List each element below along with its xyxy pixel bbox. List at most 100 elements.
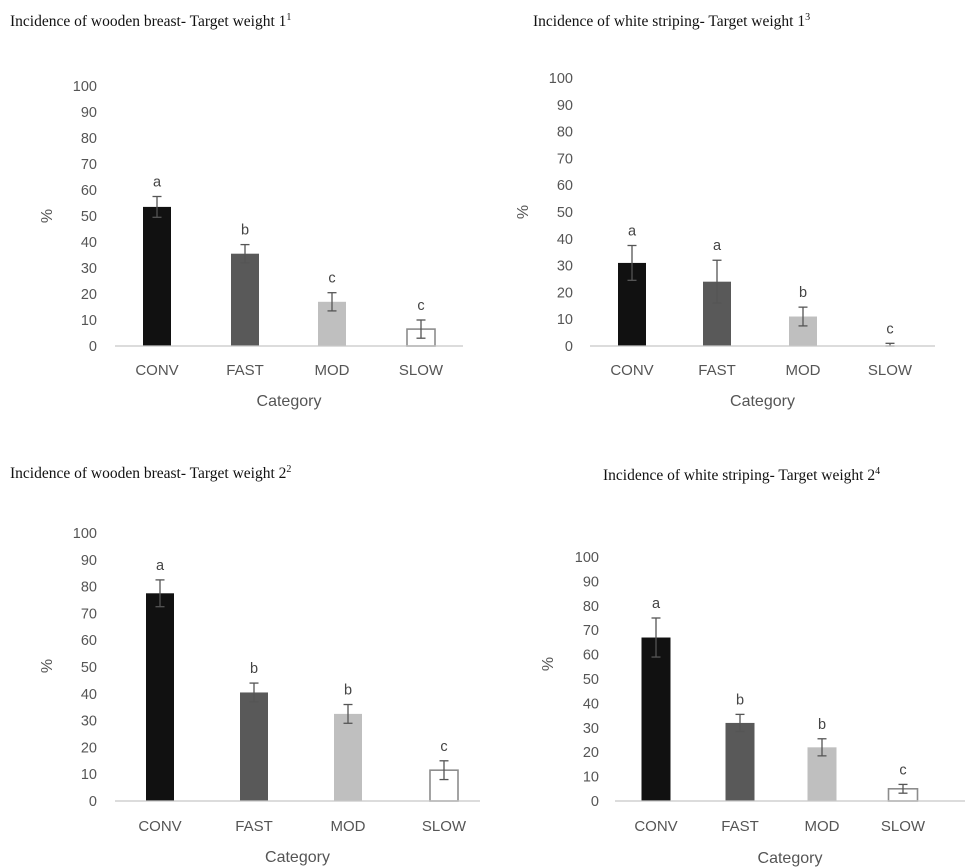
y-tick-label: 70 bbox=[81, 606, 97, 622]
y-tick-label: 60 bbox=[557, 178, 573, 194]
significance-letter: a bbox=[713, 238, 722, 254]
x-tick-label: SLOW bbox=[881, 818, 926, 835]
significance-letter: c bbox=[886, 321, 893, 337]
x-tick-label: CONV bbox=[634, 818, 677, 835]
bar-conv bbox=[143, 206, 171, 346]
significance-letter: c bbox=[417, 298, 424, 314]
y-tick-label: 20 bbox=[557, 285, 573, 301]
y-axis-label: % bbox=[39, 659, 56, 673]
error-bar-slow bbox=[439, 760, 449, 781]
error-bar-conv bbox=[155, 579, 165, 608]
y-tick-label: 80 bbox=[81, 580, 97, 596]
title-footnote-superscript: 4 bbox=[875, 466, 880, 477]
x-tick-label: FAST bbox=[721, 818, 759, 835]
bar-conv bbox=[641, 637, 671, 801]
error-bar-mod bbox=[817, 738, 827, 757]
y-tick-label: 40 bbox=[583, 696, 599, 712]
chart-wooden-breast-tw2: Incidence of wooden breast- Target weigh… bbox=[10, 464, 480, 866]
x-axis-label: Category bbox=[265, 849, 330, 866]
y-tick-label: 50 bbox=[557, 205, 573, 221]
chart-panel-4: Incidence of white striping- Target weig… bbox=[490, 440, 970, 867]
x-axis-label: Category bbox=[257, 393, 322, 410]
significance-letter: a bbox=[156, 558, 165, 574]
chart-white-striping-tw2: Incidence of white striping- Target weig… bbox=[540, 466, 965, 867]
chart-panel-1: Incidence of wooden breast- Target weigh… bbox=[0, 0, 470, 420]
y-tick-label: 10 bbox=[81, 767, 97, 783]
chart-title: Incidence of white striping- Target weig… bbox=[603, 466, 880, 484]
bar-fast bbox=[240, 692, 268, 801]
significance-letter: b bbox=[344, 683, 352, 699]
y-tick-label: 30 bbox=[557, 259, 573, 275]
significance-letter: c bbox=[899, 762, 906, 778]
x-tick-label: MOD bbox=[786, 362, 821, 379]
y-tick-label: 50 bbox=[81, 209, 97, 225]
chart-wooden-breast-tw1: Incidence of wooden breast- Target weigh… bbox=[10, 12, 463, 410]
chart-white-striping-tw1: Incidence of white striping- Target weig… bbox=[515, 12, 935, 410]
significance-letter: b bbox=[818, 717, 826, 733]
error-bar-fast bbox=[712, 259, 722, 304]
x-tick-label: FAST bbox=[235, 818, 273, 835]
error-bar-fast bbox=[249, 682, 259, 703]
chart-panel-3: Incidence of wooden breast- Target weigh… bbox=[0, 440, 480, 867]
y-tick-label: 40 bbox=[81, 235, 97, 251]
y-axis-label: % bbox=[39, 209, 56, 223]
x-tick-label: CONV bbox=[610, 362, 653, 379]
x-tick-label: CONV bbox=[135, 362, 178, 379]
significance-letter: b bbox=[736, 692, 744, 708]
y-tick-label: 90 bbox=[81, 553, 97, 569]
error-bar-mod bbox=[327, 292, 337, 312]
bar-fast bbox=[725, 722, 755, 801]
y-tick-label: 90 bbox=[557, 98, 573, 114]
y-tick-label: 40 bbox=[81, 687, 97, 703]
x-tick-label: FAST bbox=[698, 362, 736, 379]
y-tick-label: 0 bbox=[89, 339, 97, 355]
error-bar-fast bbox=[240, 243, 250, 264]
y-axis-label: % bbox=[540, 657, 557, 671]
y-tick-label: 30 bbox=[81, 714, 97, 730]
y-tick-label: 30 bbox=[583, 721, 599, 737]
y-tick-label: 20 bbox=[583, 745, 599, 761]
significance-letter: a bbox=[628, 224, 637, 240]
x-tick-label: MOD bbox=[331, 818, 366, 835]
significance-letter: a bbox=[652, 596, 661, 612]
chart-panel-2: Incidence of white striping- Target weig… bbox=[490, 0, 960, 420]
y-tick-label: 10 bbox=[81, 313, 97, 329]
y-tick-label: 80 bbox=[81, 131, 97, 147]
y-tick-label: 100 bbox=[73, 79, 97, 95]
x-tick-label: FAST bbox=[226, 362, 264, 379]
y-tick-label: 90 bbox=[81, 105, 97, 121]
x-axis-label: Category bbox=[730, 393, 795, 410]
y-tick-label: 100 bbox=[549, 71, 573, 87]
y-tick-label: 20 bbox=[81, 287, 97, 303]
error-bar-slow bbox=[416, 319, 426, 339]
y-tick-label: 80 bbox=[557, 125, 573, 141]
y-axis-label: % bbox=[515, 205, 532, 219]
y-tick-label: 20 bbox=[81, 740, 97, 756]
significance-letter: c bbox=[440, 739, 447, 755]
bar-conv bbox=[146, 593, 174, 801]
y-tick-label: 0 bbox=[89, 794, 97, 810]
chart-title: Incidence of wooden breast- Target weigh… bbox=[10, 464, 291, 482]
significance-letter: a bbox=[153, 175, 162, 191]
y-tick-label: 10 bbox=[557, 312, 573, 328]
error-bar-mod bbox=[798, 306, 808, 327]
y-tick-label: 0 bbox=[591, 794, 599, 810]
x-tick-label: CONV bbox=[138, 818, 181, 835]
y-tick-label: 40 bbox=[557, 232, 573, 248]
error-bar-slow bbox=[898, 783, 908, 794]
error-bar-conv bbox=[651, 617, 661, 658]
significance-letter: b bbox=[250, 661, 258, 677]
chart-title: Incidence of white striping- Target weig… bbox=[533, 12, 810, 30]
y-tick-label: 100 bbox=[575, 550, 599, 566]
significance-letter: c bbox=[328, 271, 335, 287]
x-tick-label: SLOW bbox=[868, 362, 913, 379]
error-bar-fast bbox=[735, 713, 745, 733]
bar-fast bbox=[231, 253, 259, 346]
y-tick-label: 100 bbox=[73, 526, 97, 542]
title-footnote-superscript: 2 bbox=[286, 464, 291, 475]
title-footnote-superscript: 3 bbox=[805, 12, 810, 23]
x-tick-label: MOD bbox=[315, 362, 350, 379]
x-tick-label: SLOW bbox=[422, 818, 467, 835]
y-tick-label: 60 bbox=[81, 183, 97, 199]
bar-mod bbox=[334, 713, 362, 801]
